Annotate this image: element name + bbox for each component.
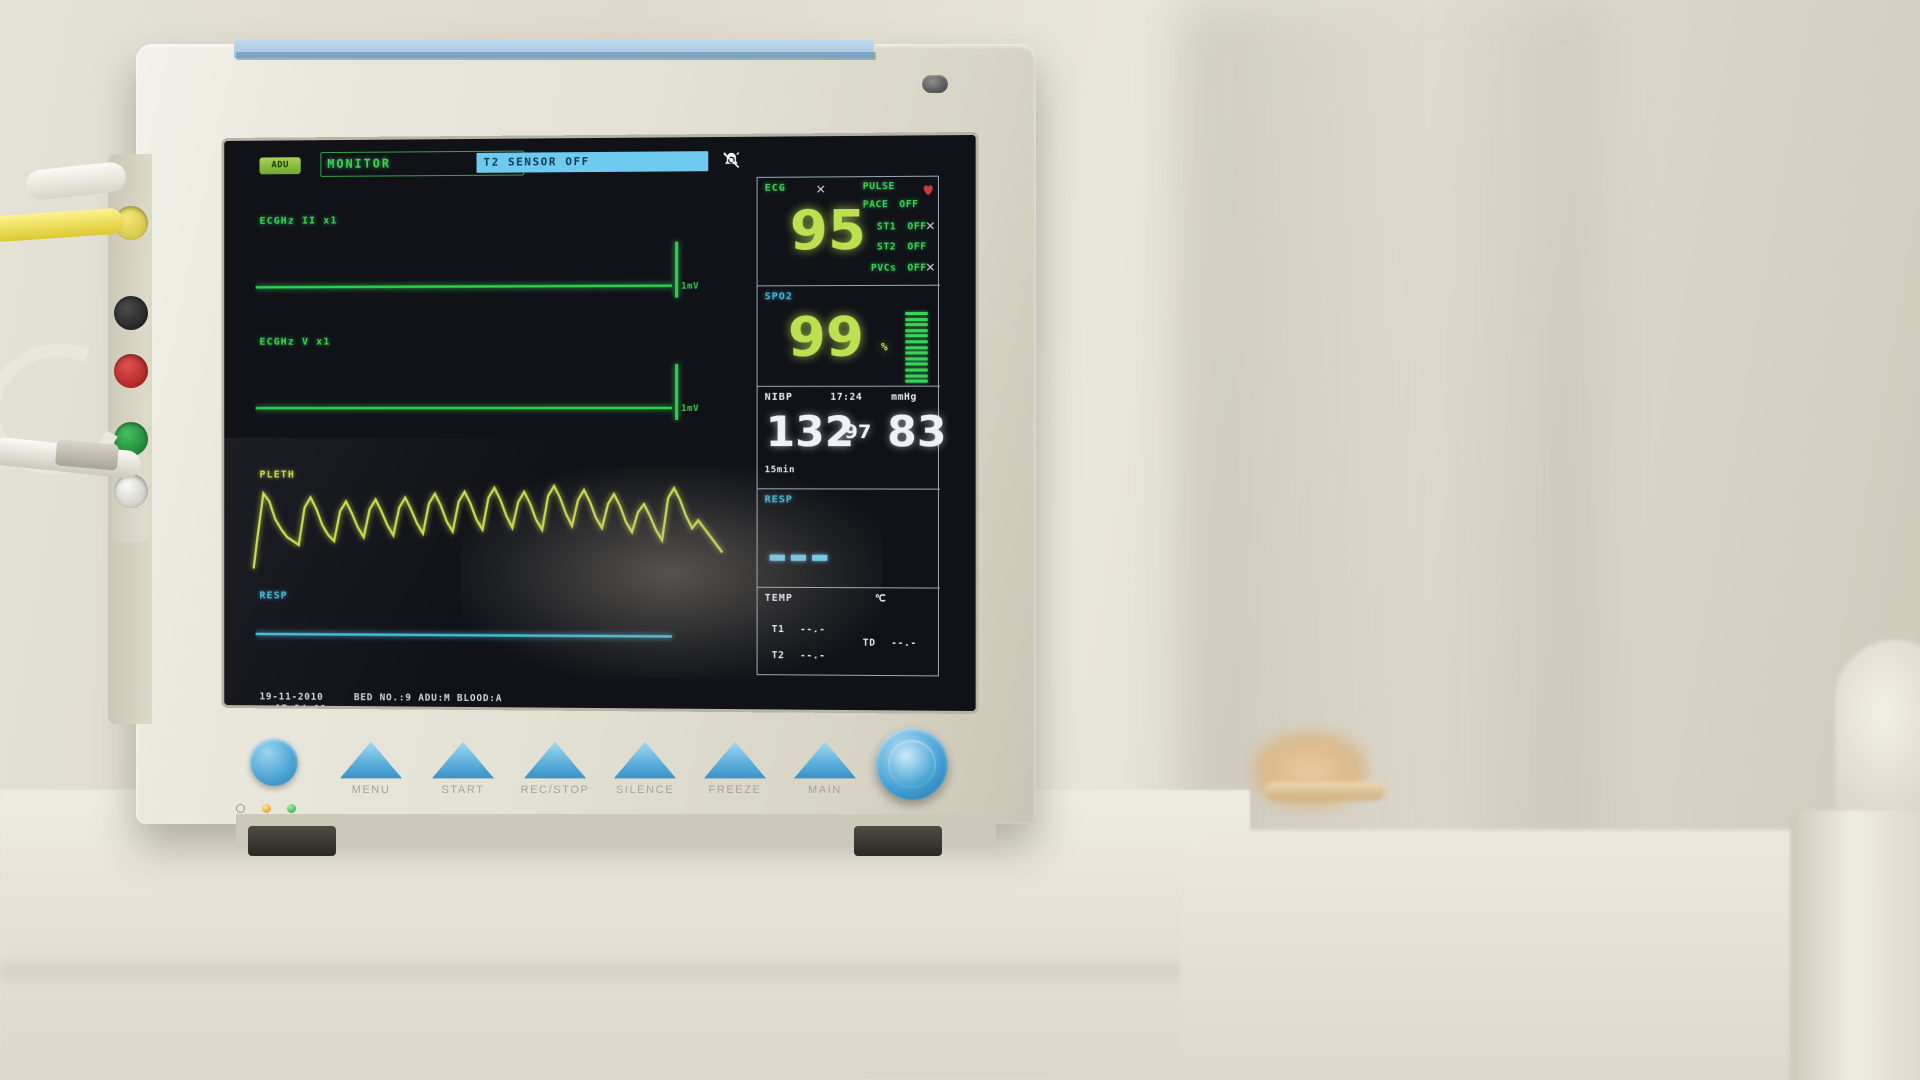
patient-type-badge: ADU bbox=[259, 157, 301, 175]
cable-connector bbox=[54, 439, 120, 471]
standby-led bbox=[236, 804, 245, 813]
freeze-button-label: FREEZE bbox=[708, 784, 762, 796]
waveform-trace-pleth bbox=[242, 468, 749, 579]
pace-label: PACE bbox=[862, 199, 889, 211]
temp-t2-label: T2 bbox=[771, 650, 785, 662]
freeze-button-triangle-icon bbox=[703, 741, 767, 779]
footer-patient-info: BED NO.:9 ADU:M BLOOD:A bbox=[353, 692, 503, 705]
rotary-knob-center[interactable] bbox=[888, 740, 936, 788]
power-button[interactable] bbox=[250, 738, 298, 786]
freeze-button[interactable]: FREEZE bbox=[702, 740, 768, 796]
menu-button[interactable]: MENU bbox=[338, 740, 404, 796]
footer-date: 19-11-2010 bbox=[259, 691, 324, 703]
panel-title-resp: RESP bbox=[764, 494, 794, 506]
temp-t2-value: --.- bbox=[799, 650, 826, 662]
top-accent-shadow bbox=[236, 52, 876, 60]
background-cylinder bbox=[1790, 810, 1920, 1080]
background-rod bbox=[1265, 782, 1385, 800]
pulse-label: PULSE bbox=[862, 180, 895, 193]
background-cylinder-top bbox=[1835, 640, 1920, 820]
waveform-label-ecg2: ECGHz V x1 bbox=[259, 336, 331, 348]
st2-value: OFF bbox=[907, 241, 927, 253]
waveform-label-ecg1: ECGHz II x1 bbox=[259, 215, 338, 227]
panel-resp[interactable]: RESP bbox=[757, 489, 940, 589]
vitals-panel: ECG ✕ PULSE 95 PACE OFF ST1 OFF ✕ ST2 bbox=[756, 175, 947, 677]
alarm-banner-text: T2 SENSOR OFF bbox=[483, 155, 590, 169]
panel-title-nibp: NIBP bbox=[764, 391, 794, 403]
waveform-label-resp: RESP bbox=[259, 590, 288, 602]
menu-button-label: MENU bbox=[351, 784, 391, 796]
control-panel: MENU START REC/STOP SILENCE FREEZE MAIN bbox=[136, 724, 1036, 832]
start-button-triangle-icon bbox=[431, 741, 495, 779]
temp-t1-label: T1 bbox=[771, 623, 785, 636]
spo2-unit: % bbox=[881, 340, 889, 354]
ecg-x-icon[interactable]: ✕ bbox=[816, 179, 826, 198]
silence-button-triangle-icon bbox=[613, 741, 677, 779]
main-button-label: MAIN bbox=[808, 784, 842, 796]
rec-stop-button-triangle-icon bbox=[523, 741, 587, 779]
port-white[interactable] bbox=[114, 474, 148, 508]
st1-label: ST1 bbox=[876, 221, 897, 233]
rec-stop-button[interactable]: REC/STOP bbox=[521, 740, 588, 796]
st1-value: OFF bbox=[907, 221, 927, 233]
panel-title-spo2: SPO2 bbox=[764, 291, 794, 303]
nibp-mean: 97 bbox=[844, 420, 872, 444]
waveform-area: ECGHz II x1 1mV ECGHz V x1 1mV bbox=[224, 181, 760, 703]
alarm-led-orange bbox=[261, 804, 271, 813]
alarm-banner[interactable]: T2 SENSOR OFF bbox=[476, 151, 709, 173]
port-black[interactable] bbox=[114, 296, 148, 330]
st1-x-icon[interactable]: ✕ bbox=[925, 216, 935, 235]
temp-t1-value: --.- bbox=[799, 624, 826, 636]
silence-button[interactable]: SILENCE bbox=[612, 740, 678, 796]
main-button-triangle-icon bbox=[793, 741, 857, 779]
chassis-foot-left bbox=[248, 826, 336, 856]
panel-nibp[interactable]: NIBP 17:24 mmHg 132 97 83 15min bbox=[757, 386, 947, 490]
alarm-bell-crossed-icon[interactable] bbox=[720, 150, 742, 172]
spo2-value: 99 bbox=[787, 305, 864, 369]
temp-td-label: TD bbox=[862, 637, 876, 649]
patient-monitor-device: ADU MONITOR T2 SENSOR OFF bbox=[0, 40, 1036, 856]
panel-title-temp: TEMP bbox=[764, 592, 794, 604]
silence-button-label: SILENCE bbox=[615, 784, 675, 796]
counter-edge bbox=[0, 966, 1270, 982]
monitor-screen[interactable]: ADU MONITOR T2 SENSOR OFF bbox=[224, 134, 976, 712]
ecg-heart-rate-value: 95 bbox=[789, 198, 866, 263]
pvcs-x-icon[interactable]: ✕ bbox=[925, 257, 935, 276]
start-button-label: START bbox=[441, 784, 485, 796]
nibp-unit: mmHg bbox=[891, 391, 917, 403]
heart-icon bbox=[922, 181, 935, 196]
pvcs-value: OFF bbox=[907, 262, 927, 274]
panel-temp[interactable]: TEMP ℃ T1 --.- T2 --.- TD --.- bbox=[758, 588, 940, 676]
cal-label-ecg1: 1mV bbox=[681, 281, 699, 292]
start-button[interactable]: START bbox=[430, 740, 496, 796]
resp-no-value-indicator bbox=[769, 546, 834, 565]
nibp-time: 17:24 bbox=[830, 391, 863, 403]
rec-stop-button-label: REC/STOP bbox=[520, 784, 590, 796]
temp-td-value: --.- bbox=[891, 637, 917, 650]
st2-label: ST2 bbox=[876, 241, 897, 253]
panel-ecg[interactable]: ECG ✕ PULSE 95 PACE OFF ST1 OFF ✕ ST2 bbox=[757, 176, 940, 287]
power-led-green bbox=[287, 804, 297, 813]
status-led-row bbox=[236, 798, 316, 832]
panel-spo2[interactable]: SPO2 99 % bbox=[757, 285, 940, 387]
temp-unit: ℃ bbox=[874, 593, 887, 605]
pvcs-label: PVCs bbox=[870, 262, 897, 274]
spo2-bargraph bbox=[905, 311, 928, 385]
nibp-systolic: 132 bbox=[765, 406, 855, 457]
cal-label-ecg2: 1mV bbox=[681, 403, 699, 414]
port-red[interactable] bbox=[114, 354, 148, 388]
main-button[interactable]: MAIN bbox=[792, 740, 858, 796]
status-indicator-top bbox=[922, 75, 948, 93]
pace-value: OFF bbox=[899, 198, 919, 211]
nibp-diastolic: 83 bbox=[887, 406, 947, 457]
nibp-interval: 15min bbox=[764, 465, 796, 476]
waveform-trace-resp bbox=[256, 608, 753, 651]
screen-topbar: ADU MONITOR T2 SENSOR OFF bbox=[224, 147, 975, 180]
menu-button-triangle-icon bbox=[339, 741, 403, 779]
panel-title-ecg: ECG bbox=[764, 182, 786, 194]
chassis-foot-right bbox=[854, 826, 942, 856]
